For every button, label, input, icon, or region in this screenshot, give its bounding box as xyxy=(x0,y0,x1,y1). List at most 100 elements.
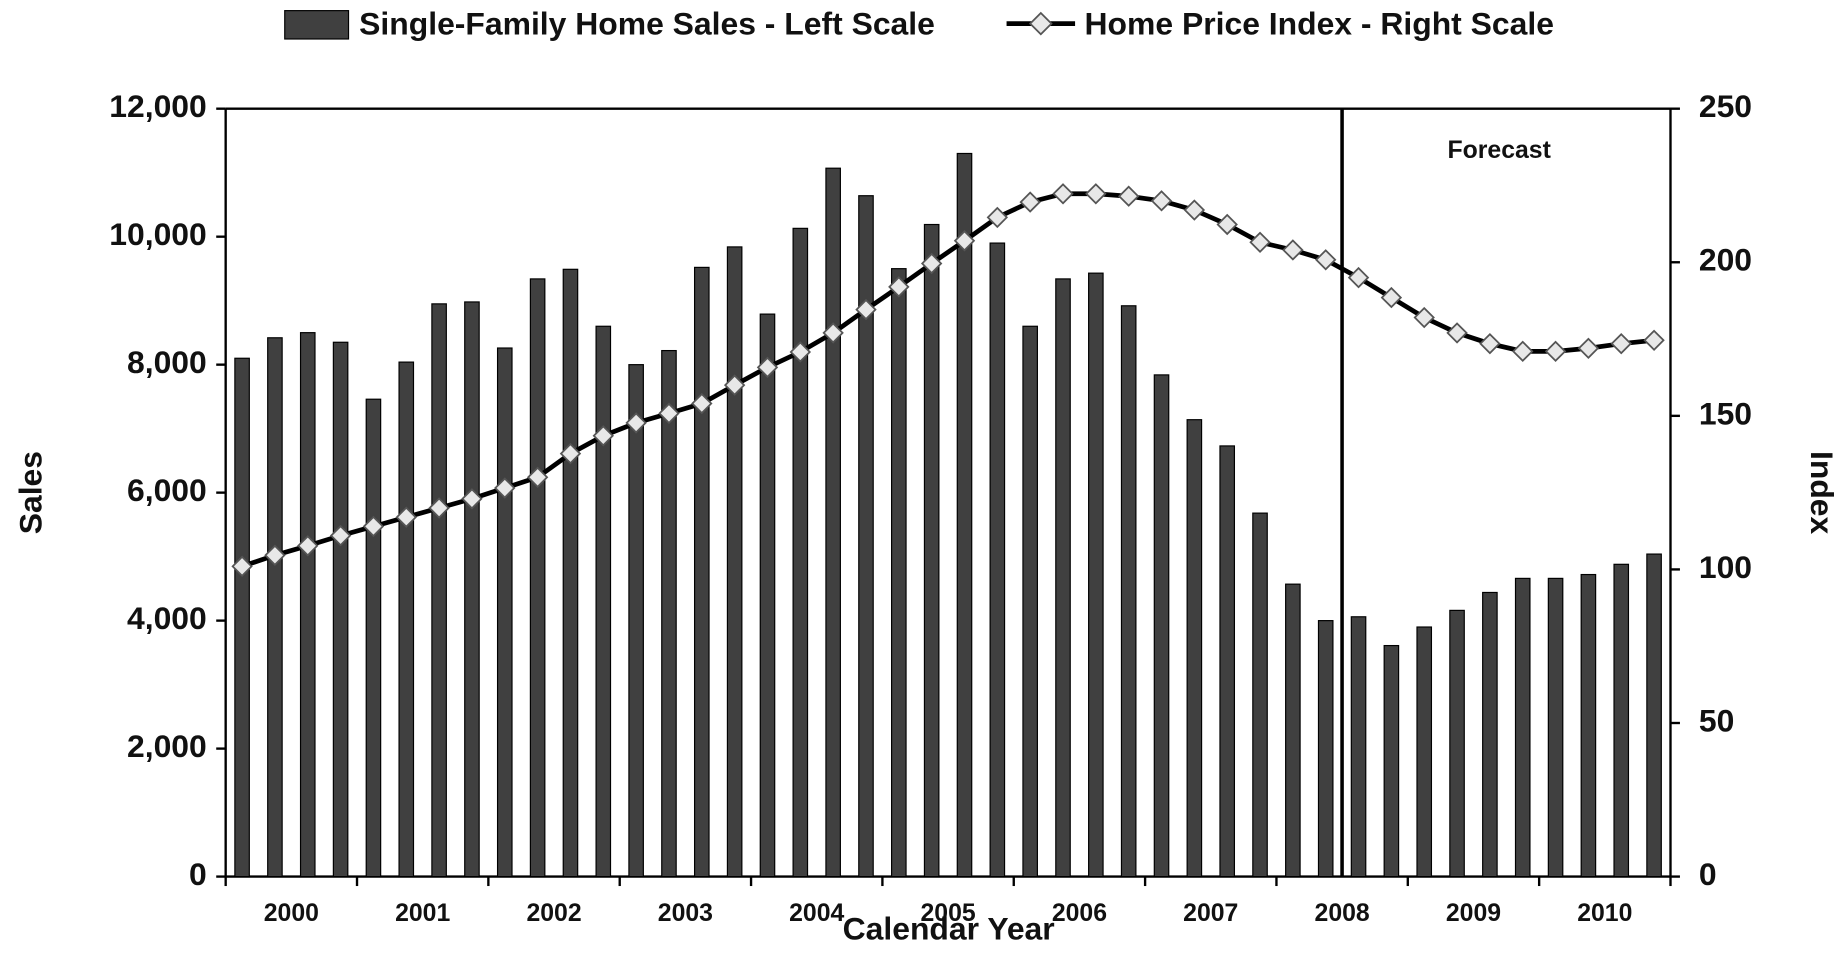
marker xyxy=(494,477,516,499)
bar xyxy=(1088,272,1104,878)
marker xyxy=(329,524,352,547)
bar xyxy=(891,268,907,878)
x-tick-label: 2005 xyxy=(920,900,975,927)
marker xyxy=(526,466,549,488)
y-tick-label: 2,000 xyxy=(127,728,207,764)
bar xyxy=(1416,626,1433,878)
bar xyxy=(1153,374,1170,878)
marker xyxy=(297,535,319,557)
marker xyxy=(723,374,746,396)
bar xyxy=(1285,583,1301,878)
bar xyxy=(431,303,447,878)
bar xyxy=(562,268,579,878)
marker xyxy=(756,356,779,379)
marker xyxy=(1183,199,1206,221)
marker xyxy=(953,230,976,252)
marker xyxy=(1413,306,1435,329)
bar xyxy=(792,227,809,878)
marker xyxy=(1380,286,1403,309)
marker xyxy=(1249,231,1271,254)
x-tick-label: 2003 xyxy=(658,900,713,927)
bar xyxy=(299,332,316,878)
marker xyxy=(1544,340,1567,363)
marker xyxy=(888,276,910,298)
bar xyxy=(398,361,415,878)
marker xyxy=(658,402,680,425)
marker xyxy=(1610,332,1632,355)
legend-label: Home Price Index - Right Scale xyxy=(1085,5,1554,41)
marker xyxy=(625,412,647,434)
bar xyxy=(1186,419,1203,878)
bar xyxy=(1514,577,1531,878)
bar xyxy=(529,278,546,878)
marker xyxy=(855,298,877,321)
marker xyxy=(1216,213,1238,236)
bar xyxy=(923,223,940,878)
y2-tick-label: 250 xyxy=(1699,88,1752,124)
bar xyxy=(267,337,283,878)
marker xyxy=(231,555,253,578)
bar xyxy=(1580,573,1597,878)
line xyxy=(241,191,1655,569)
x-tick-label: 2002 xyxy=(526,900,581,927)
bar xyxy=(628,364,644,878)
x-tick-label: 2010 xyxy=(1577,900,1632,927)
marker xyxy=(461,488,483,510)
x-tick-label: 2001 xyxy=(395,900,450,927)
legend-label: Single-Family Home Sales - Left Scale xyxy=(359,5,935,41)
marker xyxy=(395,506,417,528)
marker xyxy=(822,322,844,344)
y2-tick-label: 200 xyxy=(1699,242,1752,278)
marker xyxy=(920,252,943,275)
bar xyxy=(693,266,710,878)
marker xyxy=(1347,266,1370,289)
y2-tick-label: 100 xyxy=(1699,549,1752,585)
marker xyxy=(1643,329,1665,351)
bar xyxy=(1252,512,1268,878)
y-tick-label: 4,000 xyxy=(127,600,207,636)
y-tick-label: 0 xyxy=(189,856,207,892)
marker xyxy=(362,515,385,538)
marker xyxy=(691,392,713,415)
bar xyxy=(1383,644,1400,878)
x-axis-label: Calendar Year xyxy=(843,910,1055,946)
annotation: Forecast xyxy=(1448,137,1551,164)
y2-tick-label: 50 xyxy=(1699,702,1734,738)
bar xyxy=(1120,305,1137,878)
bar xyxy=(1219,445,1236,878)
bar xyxy=(726,246,743,878)
bar xyxy=(1055,278,1071,878)
bar xyxy=(1547,577,1564,878)
bar xyxy=(464,301,480,878)
x-tick-label: 2007 xyxy=(1183,900,1238,927)
bar xyxy=(234,357,250,878)
bar xyxy=(956,152,973,878)
y2-tick-label: 0 xyxy=(1699,856,1717,892)
marker xyxy=(1315,249,1337,271)
marker xyxy=(592,425,614,447)
bar xyxy=(825,167,841,878)
bar xyxy=(496,347,513,878)
bar xyxy=(1317,620,1334,878)
y-tick-label: 10,000 xyxy=(109,216,207,252)
bar xyxy=(365,398,382,878)
marker xyxy=(1150,190,1173,212)
y2-tick-label: 150 xyxy=(1699,395,1752,431)
bar xyxy=(858,195,874,878)
marker xyxy=(789,341,812,363)
marker xyxy=(1019,191,1041,213)
bar xyxy=(1449,609,1465,878)
x-tick-label: 2000 xyxy=(264,900,319,927)
marker xyxy=(1479,332,1501,355)
marker xyxy=(1085,183,1107,205)
bar xyxy=(595,325,612,878)
x-tick-label: 2006 xyxy=(1052,900,1107,927)
bar xyxy=(1646,553,1662,878)
legend-marker xyxy=(1028,11,1053,36)
marker xyxy=(1577,337,1600,359)
marker xyxy=(1052,183,1074,205)
bar xyxy=(989,242,1006,878)
marker xyxy=(1446,322,1468,344)
x-tick-label: 2008 xyxy=(1315,900,1370,927)
